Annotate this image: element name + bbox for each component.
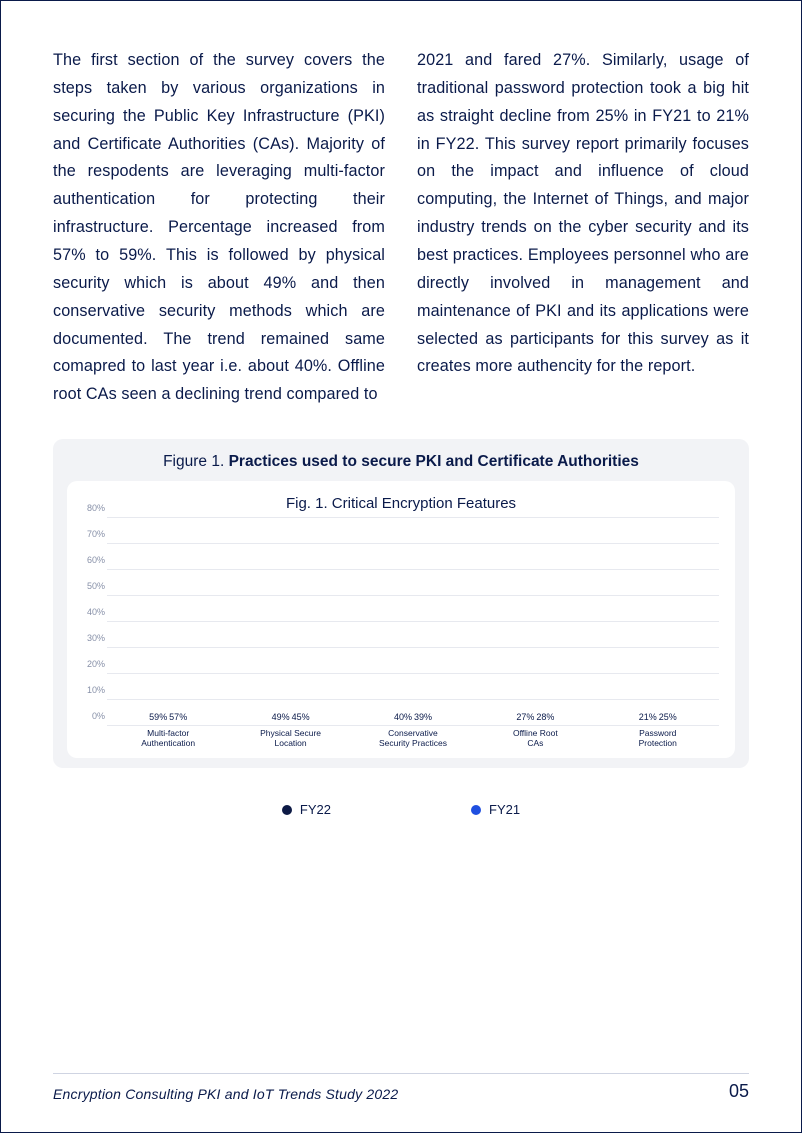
chart-bars: 59%57% 49%45% 40%39% 27%28% 21%25% (107, 518, 719, 726)
y-tick-label: 10% (79, 685, 105, 695)
bar-value-label: 21% (639, 712, 657, 722)
legend-dot-fy22 (282, 805, 292, 815)
bar-value-label: 25% (659, 712, 677, 722)
y-tick-label: 40% (79, 607, 105, 617)
y-tick-label: 80% (79, 503, 105, 513)
x-tick-label: Offline RootCAs (480, 726, 590, 750)
bar-chart: 0%10%20%30%40%50%60%70%80% 59%57%49%45%4… (107, 518, 719, 750)
figure-container: Figure 1. Practices used to secure PKI a… (53, 439, 749, 768)
legend-label-fy21: FY21 (489, 802, 520, 817)
bar-value-label: 28% (536, 712, 554, 722)
legend-item-fy21: FY21 (471, 802, 520, 817)
bar-value-label: 49% (272, 712, 290, 722)
figure-caption-bold: Practices used to secure PKI and Certifi… (229, 453, 639, 470)
page-content: The first section of the survey covers t… (1, 1, 801, 817)
figure-caption: Figure 1. Practices used to secure PKI a… (67, 453, 735, 471)
chart-card: Fig. 1. Critical Encryption Features 0% 1… (67, 481, 735, 758)
chart-legend: FY22 FY21 (53, 802, 749, 817)
bar-value-label: 40% (394, 712, 412, 722)
bar-value-label: 59% (149, 712, 167, 722)
x-tick-label: Physical SecureLocation (236, 726, 346, 750)
body-col-2: 2021 and fared 27%. Similarly, usage of … (417, 47, 749, 409)
footer-source: Encryption Consulting PKI and IoT Trends… (53, 1086, 398, 1102)
y-tick-label: 20% (79, 659, 105, 669)
chart-x-labels: Multi-factorAuthentication Physical Secur… (107, 726, 719, 750)
footer-page-number: 05 (729, 1081, 749, 1102)
y-tick-label: 30% (79, 633, 105, 643)
bar-value-label: 45% (292, 712, 310, 722)
bar-value-label: 39% (414, 712, 432, 722)
body-col-1: The first section of the survey covers t… (53, 47, 385, 409)
y-tick-label: 50% (79, 581, 105, 591)
x-tick-label: Multi-factorAuthentication (113, 726, 223, 750)
bar-value-label: 27% (516, 712, 534, 722)
page-footer: Encryption Consulting PKI and IoT Trends… (53, 1081, 749, 1102)
figure-caption-prefix: Figure 1. (163, 453, 228, 470)
bar-value-label: 57% (169, 712, 187, 722)
legend-item-fy22: FY22 (282, 802, 331, 817)
x-tick-label: ConservativeSecurity Practices (358, 726, 468, 750)
footer-rule (53, 1073, 749, 1074)
y-tick-label: 60% (79, 555, 105, 565)
y-tick-label: 0% (79, 711, 105, 721)
legend-label-fy22: FY22 (300, 802, 331, 817)
legend-dot-fy21 (471, 805, 481, 815)
body-columns: The first section of the survey covers t… (53, 47, 749, 409)
x-tick-label: PasswordProtection (603, 726, 713, 750)
y-tick-label: 70% (79, 529, 105, 539)
chart-subtitle: Fig. 1. Critical Encryption Features (77, 495, 725, 512)
